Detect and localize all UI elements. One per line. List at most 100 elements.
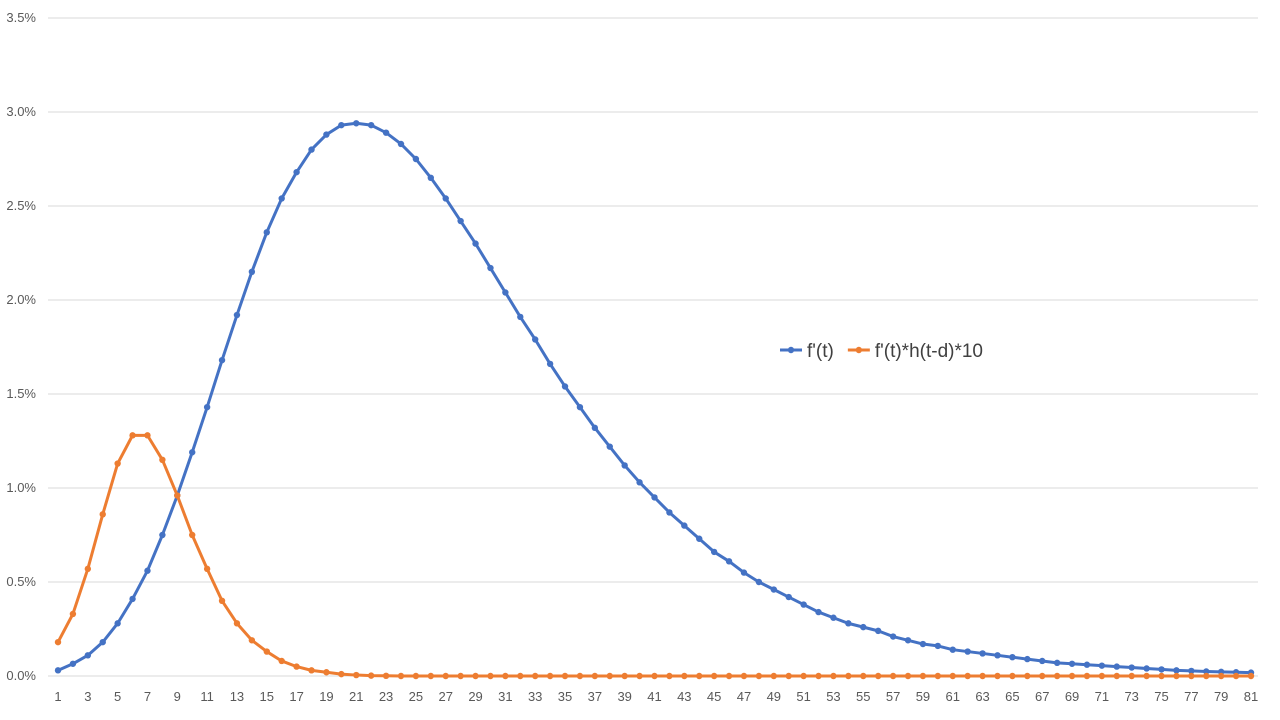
data-point <box>442 195 449 202</box>
data-point <box>1143 665 1150 672</box>
x-tick-label: 45 <box>707 689 721 704</box>
data-point <box>546 360 554 368</box>
data-point <box>263 229 270 236</box>
data-point <box>621 462 628 469</box>
data-point <box>472 672 479 680</box>
data-point <box>1098 662 1106 669</box>
data-point <box>800 672 807 680</box>
data-point <box>367 121 375 129</box>
data-point <box>159 531 166 539</box>
data-point <box>412 155 420 163</box>
data-point <box>129 595 136 603</box>
data-point <box>770 672 777 680</box>
data-point <box>710 548 718 556</box>
data-point <box>114 460 121 467</box>
data-point <box>785 672 792 680</box>
data-point <box>278 195 285 202</box>
data-point <box>233 620 241 627</box>
data-point <box>69 660 77 667</box>
data-point <box>979 650 986 657</box>
data-point <box>666 509 673 516</box>
y-axis-tick-labels: 0.0% 0.5% 1.0% 1.5% 2.0% 2.5% 3.0% 3.5% <box>6 10 36 683</box>
data-point <box>397 672 405 680</box>
data-point <box>1173 667 1180 674</box>
data-point <box>934 642 942 650</box>
data-point <box>248 637 256 644</box>
data-point <box>681 672 688 680</box>
x-tick-label: 49 <box>767 689 781 704</box>
data-point <box>1009 672 1016 680</box>
y-tick-label: 2.0% <box>6 292 36 307</box>
y-tick-label: 3.5% <box>6 10 36 25</box>
data-point <box>532 336 539 343</box>
data-point <box>323 131 330 138</box>
data-point <box>830 614 837 621</box>
data-point <box>84 565 92 573</box>
data-point <box>1113 663 1120 670</box>
data-point <box>203 565 211 573</box>
data-point <box>696 535 703 542</box>
data-point <box>367 672 375 679</box>
data-point <box>889 672 897 680</box>
data-point <box>874 672 882 680</box>
x-tick-label: 15 <box>260 689 274 704</box>
data-point <box>1039 657 1046 665</box>
data-point <box>308 667 315 674</box>
x-tick-label: 63 <box>975 689 989 704</box>
x-tick-label: 5 <box>114 689 121 704</box>
data-point <box>606 443 613 450</box>
data-point <box>1203 668 1210 675</box>
x-tick-label: 37 <box>588 689 602 704</box>
data-point <box>934 672 942 680</box>
data-point <box>874 627 882 635</box>
x-tick-label: 71 <box>1095 689 1109 704</box>
data-point <box>353 671 360 679</box>
data-point <box>755 672 763 680</box>
data-point <box>1098 672 1106 680</box>
data-point <box>561 672 569 680</box>
x-tick-label: 11 <box>200 689 214 704</box>
data-point <box>1053 659 1061 667</box>
data-point <box>889 633 897 640</box>
data-point <box>1024 672 1031 680</box>
data-point <box>1009 654 1016 661</box>
x-tick-label: 31 <box>498 689 512 704</box>
data-point <box>1128 664 1135 671</box>
y-tick-label: 1.0% <box>6 480 36 495</box>
data-point <box>114 620 121 627</box>
x-tick-label: 65 <box>1005 689 1019 704</box>
data-point <box>860 672 867 680</box>
data-point <box>681 522 688 529</box>
x-tick-label: 69 <box>1065 689 1079 704</box>
x-tick-label: 77 <box>1184 689 1198 704</box>
data-point <box>964 672 971 680</box>
data-point <box>1068 660 1076 667</box>
data-point <box>636 479 643 486</box>
data-point <box>949 672 956 680</box>
data-point <box>591 672 599 680</box>
data-point <box>1128 672 1135 680</box>
series-line <box>56 433 1253 678</box>
data-point <box>621 672 628 680</box>
data-point <box>725 672 733 680</box>
data-point <box>904 637 912 644</box>
legend-marker <box>787 346 795 354</box>
data-point <box>1247 672 1255 680</box>
x-tick-label: 47 <box>737 689 751 704</box>
data-point <box>308 146 315 153</box>
data-point <box>54 667 62 674</box>
data-point <box>517 313 524 321</box>
data-point <box>576 403 584 411</box>
data-point <box>904 672 912 680</box>
x-tick-label: 53 <box>826 689 840 704</box>
data-point <box>1203 672 1210 680</box>
data-point <box>427 174 435 181</box>
data-point <box>696 672 703 680</box>
data-point <box>84 652 92 659</box>
data-point <box>412 672 420 680</box>
x-tick-label: 43 <box>677 689 691 704</box>
y-tick-label: 0.5% <box>6 574 36 589</box>
data-point <box>1039 672 1046 680</box>
x-tick-label: 25 <box>409 689 423 704</box>
series-2 <box>54 432 1255 680</box>
